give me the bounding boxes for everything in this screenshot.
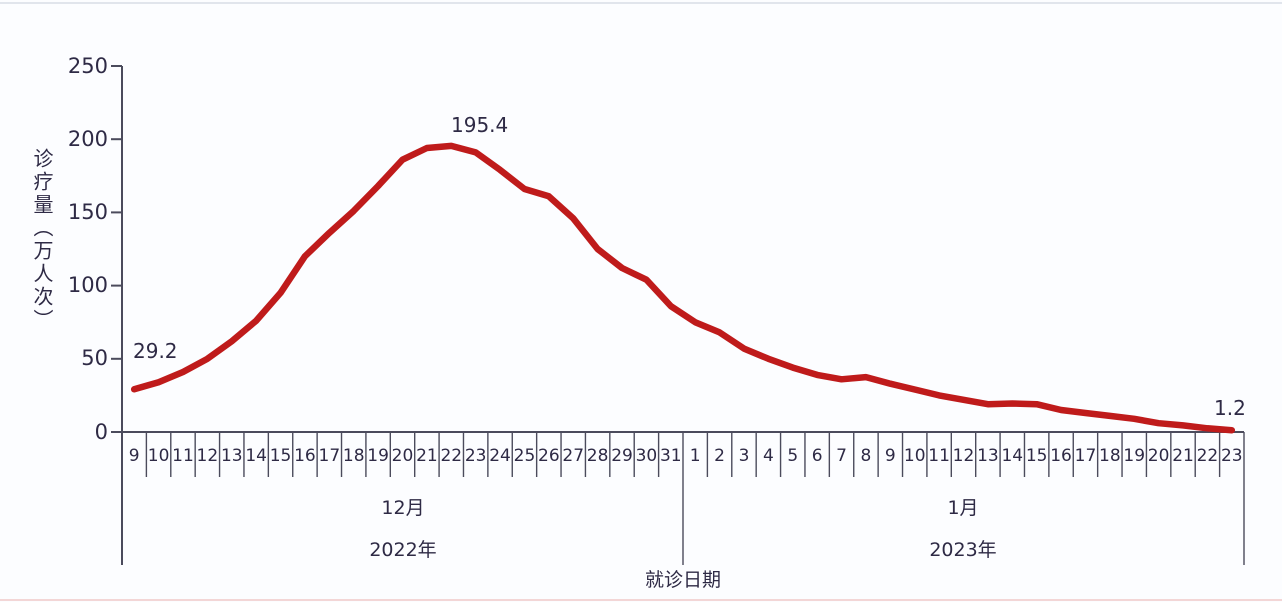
- visits-line-series: [130, 142, 1236, 434]
- x-axis-title: 就诊日期: [644, 569, 721, 591]
- annotation-end-value: 1.2: [1214, 396, 1246, 420]
- x-tick-label-day: 19: [1123, 446, 1145, 466]
- x-tick-label-day: 20: [392, 446, 414, 466]
- y-tick-label-150: 150: [67, 200, 108, 224]
- x-tick-label-day: 22: [440, 446, 462, 466]
- x-tick-label-day: 14: [1001, 446, 1023, 466]
- x-tick-label-day: 20: [1148, 446, 1170, 466]
- month-label-december: 12月: [381, 497, 425, 519]
- x-tick-label-day: 14: [245, 446, 267, 466]
- x-tick-label-day: 24: [489, 446, 511, 466]
- x-tick-label-day: 5: [787, 446, 798, 466]
- x-tick-label-day: 13: [221, 446, 243, 466]
- y-axis-title: 诊疗量（万人次）: [30, 148, 54, 332]
- year-label-2022: 2022年: [369, 539, 437, 561]
- top-edge-line: [0, 2, 1282, 4]
- x-tick-label-day: 11: [172, 446, 194, 466]
- x-tick-label-day: 10: [148, 446, 170, 466]
- x-tick-label-day: 17: [319, 446, 341, 466]
- y-tick-label-200: 200: [67, 127, 108, 151]
- x-tick-label-day: 4: [763, 446, 774, 466]
- x-tick-label-day: 10: [904, 446, 926, 466]
- x-tick-label-day: 27: [562, 446, 584, 466]
- x-tick-label-day: 22: [1197, 446, 1219, 466]
- x-tick-label-day: 21: [1172, 446, 1194, 466]
- x-tick-label-day: 18: [1099, 446, 1121, 466]
- x-tick-label-day: 31: [660, 446, 682, 466]
- x-tick-label-day: 28: [587, 446, 609, 466]
- x-tick-label-day: 13: [977, 446, 999, 466]
- x-tick-label-day: 26: [538, 446, 560, 466]
- x-tick-label-day: 17: [1075, 446, 1097, 466]
- x-tick-label-day: 15: [1026, 446, 1048, 466]
- x-tick-label-day: 18: [343, 446, 365, 466]
- x-tick-label-day: 19: [367, 446, 389, 466]
- annotation-start-value: 29.2: [133, 339, 178, 363]
- x-tick-label-day: 3: [739, 446, 750, 466]
- x-tick-label-day: 21: [416, 446, 438, 466]
- y-tick-label-50: 50: [81, 346, 108, 370]
- x-tick-label-day: 6: [812, 446, 823, 466]
- month-label-january: 1月: [947, 497, 979, 519]
- x-tick-label-day: 9: [129, 446, 140, 466]
- y-tick-label-0: 0: [94, 420, 108, 444]
- x-tick-label-day: 15: [270, 446, 292, 466]
- bottom-edge-line: [0, 599, 1282, 601]
- y-tick-label-250: 250: [67, 54, 108, 78]
- x-tick-label-day: 25: [514, 446, 536, 466]
- x-tick-label-day: 2: [714, 446, 725, 466]
- x-tick-label-day: 12: [953, 446, 975, 466]
- x-tick-label-day: 23: [1221, 446, 1243, 466]
- x-tick-label-day: 9: [885, 446, 896, 466]
- x-tick-label-day: 7: [836, 446, 847, 466]
- x-tick-label-day: 1: [690, 446, 701, 466]
- x-tick-label-day: 8: [861, 446, 872, 466]
- x-tick-label-day: 12: [197, 446, 219, 466]
- x-tick-label-day: 30: [636, 446, 658, 466]
- y-tick-label-100: 100: [67, 273, 108, 297]
- x-tick-label-day: 11: [928, 446, 950, 466]
- year-label-2023: 2023年: [929, 539, 997, 561]
- x-tick-label-day: 23: [465, 446, 487, 466]
- annotation-peak-value: 195.4: [451, 113, 509, 137]
- x-tick-label-day: 16: [1050, 446, 1072, 466]
- x-tick-label-day: 16: [294, 446, 316, 466]
- x-tick-label-day: 29: [611, 446, 633, 466]
